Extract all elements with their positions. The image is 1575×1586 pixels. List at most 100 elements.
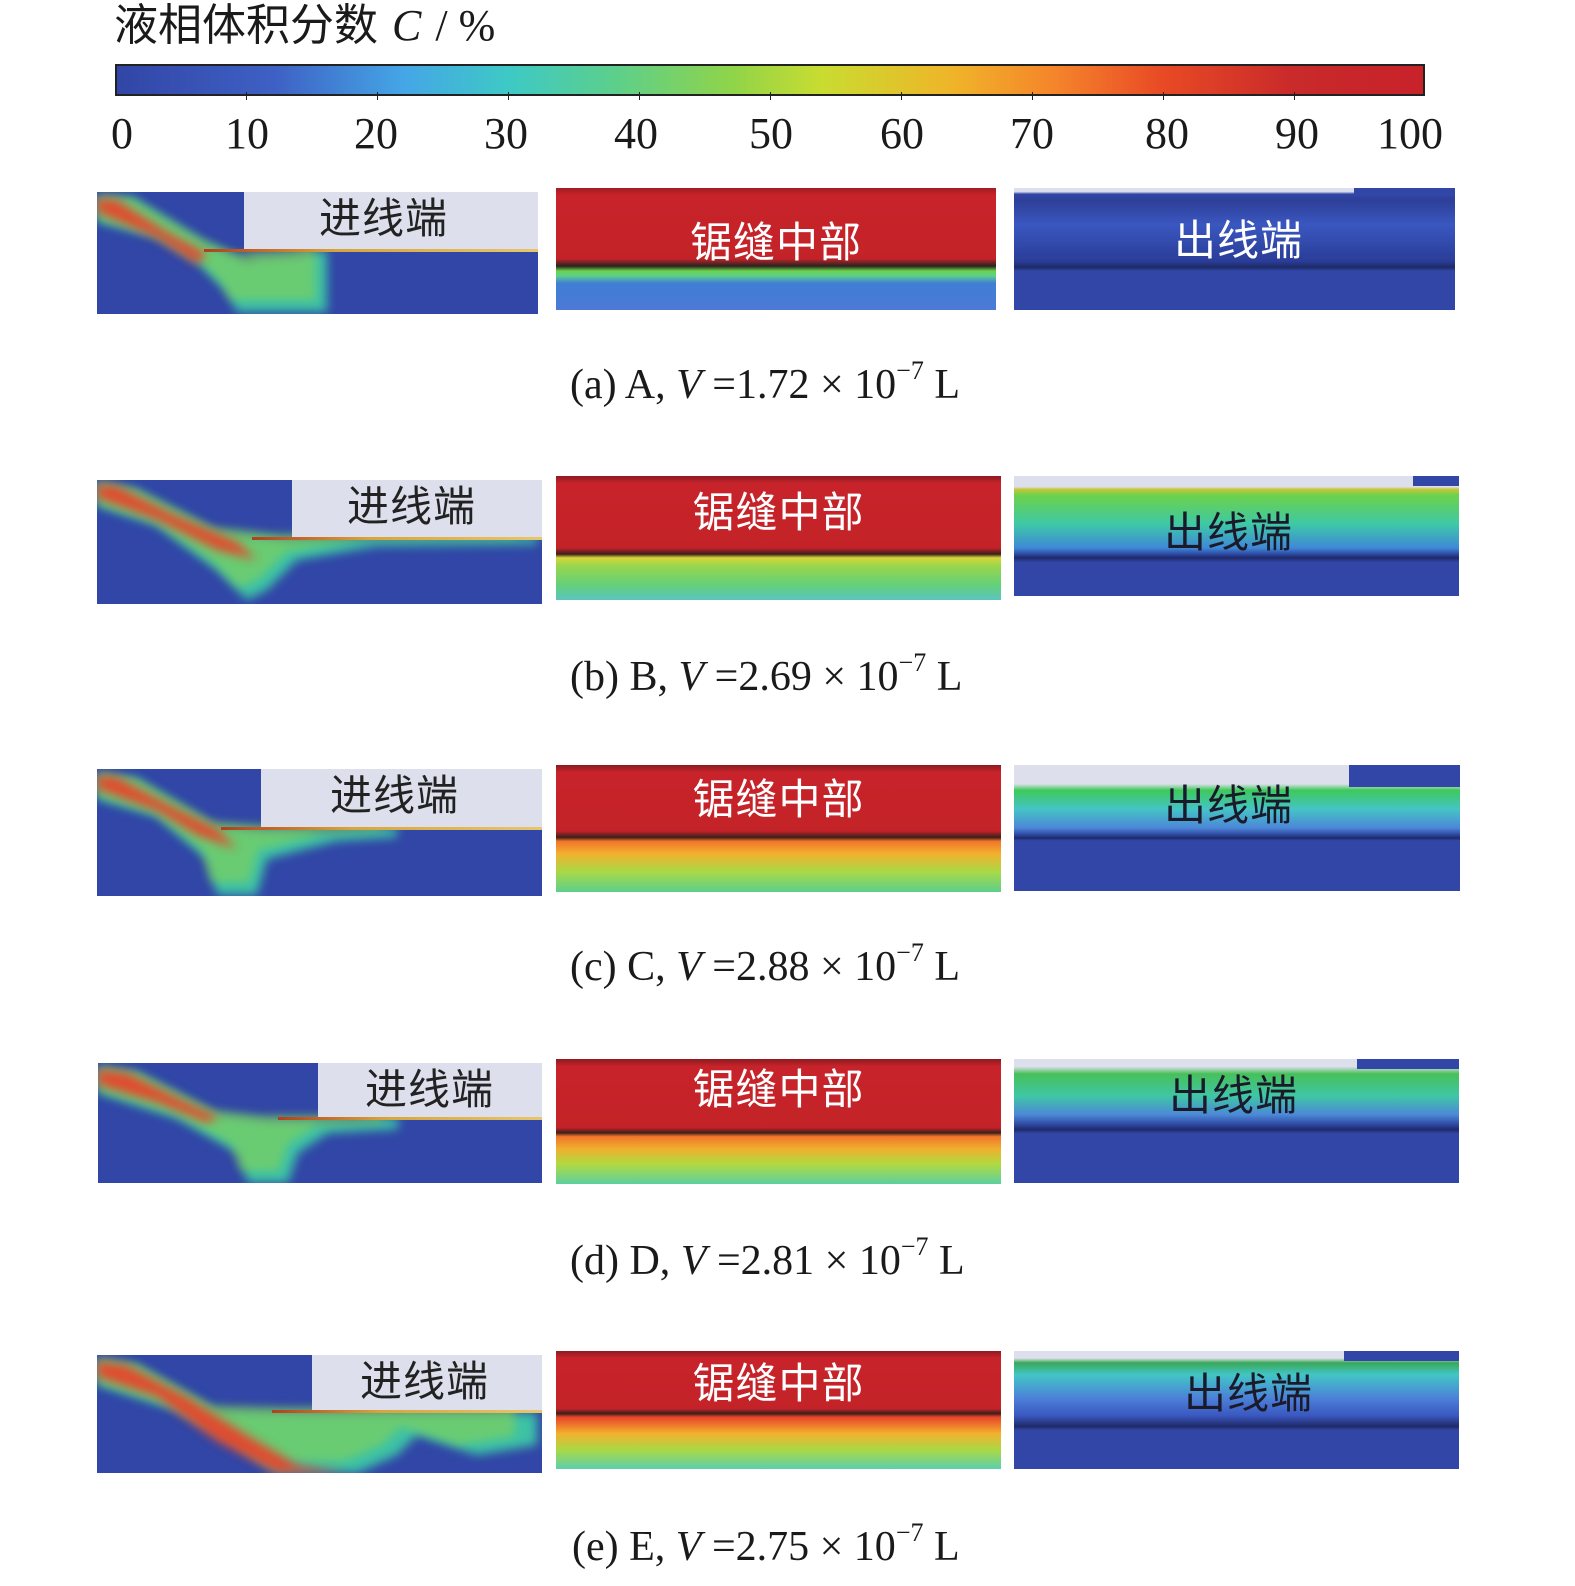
mid-kerf-label: 锯缝中部 — [692, 1065, 865, 1114]
inlet-contour-panel: 进线端 — [97, 192, 538, 314]
inlet-contour-panel: 进线端 — [97, 480, 542, 604]
inlet-wire-region — [244, 192, 538, 249]
outlet-contour-panel: 出线端 — [1014, 1351, 1459, 1469]
caption-value: =2.69 × 10 — [704, 654, 899, 700]
inlet-label: 进线端 — [360, 1357, 490, 1406]
subfigure-caption: (e) E, V =2.75 × 10−7 L — [572, 1512, 960, 1572]
caption-variable: V — [680, 1238, 707, 1284]
colorbar-tick — [1163, 92, 1164, 100]
outlet-contour-panel: 出线端 — [1014, 1059, 1459, 1183]
outlet-label: 出线端 — [1169, 1071, 1299, 1120]
colorbar-tick — [639, 92, 640, 100]
caption-value: =1.72 × 10 — [701, 362, 897, 408]
inlet-interface-line — [278, 1117, 542, 1120]
caption-variable: V — [676, 944, 702, 990]
caption-unit: L — [923, 1524, 960, 1570]
inlet-wire-region — [312, 1355, 542, 1410]
caption-prefix: (b) B, — [570, 654, 668, 700]
inlet-contour-panel: 进线端 — [97, 1355, 542, 1473]
outlet-label: 出线端 — [1164, 781, 1294, 830]
caption-unit: L — [923, 362, 960, 408]
mid-kerf-contour-panel: 锯缝中部 — [556, 1059, 1001, 1184]
caption-prefix: (d) D, — [570, 1238, 671, 1284]
colorbar-tick-label: 80 — [1145, 109, 1189, 158]
colorbar-tick-label: 20 — [354, 109, 398, 158]
inlet-wire-region — [292, 480, 542, 537]
colorbar-tick-label: 50 — [749, 109, 793, 158]
caption-exponent: −7 — [900, 1232, 929, 1261]
mid-kerf-label: 锯缝中部 — [689, 218, 862, 267]
colorbar-tick — [901, 92, 902, 100]
outlet-contour-panel: 出线端 — [1014, 476, 1459, 596]
caption-value: =2.75 × 10 — [701, 1524, 896, 1570]
inlet-wire-region — [318, 1063, 542, 1117]
outlet-label: 出线端 — [1184, 1369, 1314, 1418]
colorbar-tick-label: 30 — [484, 109, 528, 158]
colorbar-tick — [377, 92, 378, 100]
colorbar-tick — [246, 92, 247, 100]
inlet-interface-line — [221, 827, 542, 830]
subfigure-caption: (b) B, V =2.69 × 10−7 L — [570, 642, 962, 702]
subfigure-caption: (c) C, V =2.88 × 10−7 L — [570, 932, 960, 992]
mid-kerf-label: 锯缝中部 — [692, 775, 865, 824]
colorbar-tick-label: 10 — [225, 109, 269, 158]
colorbar-tick-label: 60 — [880, 109, 924, 158]
inlet-interface-line — [204, 249, 538, 252]
caption-exponent: −7 — [896, 938, 924, 967]
caption-exponent: −7 — [895, 1518, 924, 1547]
inlet-interface-line — [252, 537, 542, 540]
inlet-wire-region — [261, 769, 542, 827]
caption-unit: L — [926, 654, 963, 700]
caption-exponent: −7 — [898, 648, 927, 677]
mid-kerf-label: 锯缝中部 — [692, 1359, 865, 1408]
inlet-label: 进线端 — [365, 1065, 495, 1114]
colorbar-tick — [508, 92, 509, 100]
inlet-label: 进线端 — [330, 771, 460, 820]
mid-kerf-contour-panel: 锯缝中部 — [556, 1351, 1001, 1469]
outlet-corner-region — [1344, 1351, 1459, 1361]
colorbar-tick-label: 90 — [1275, 109, 1319, 158]
colorbar-tick-label: 70 — [1010, 109, 1054, 158]
colorbar-tick-label: 0 — [111, 109, 133, 158]
inlet-plume — [97, 195, 327, 312]
outlet-label: 出线端 — [1174, 216, 1304, 265]
mid-kerf-contour-panel: 锯缝中部 — [556, 476, 1001, 600]
mid-kerf-contour-panel: 锯缝中部 — [556, 188, 996, 310]
outlet-corner-region — [1354, 188, 1455, 196]
caption-prefix: (c) C, — [570, 944, 666, 990]
inlet-plume — [98, 1066, 398, 1183]
colorbar-tick-label: 100 — [1377, 109, 1443, 158]
outlet-corner-region — [1349, 765, 1460, 787]
subfigure-caption: (a) A, V =1.72 × 10−7 L — [570, 350, 960, 410]
inlet-label: 进线端 — [319, 194, 449, 243]
colorbar-unit: / % — [435, 1, 496, 50]
caption-prefix: (a) A, — [570, 362, 666, 408]
colorbar-symbol: C — [392, 1, 422, 50]
caption-unit: L — [923, 944, 960, 990]
outlet-label: 出线端 — [1164, 508, 1294, 557]
colorbar-tick — [1032, 92, 1033, 100]
colorbar-title: 液相体积分数 C / % — [114, 0, 495, 52]
inlet-contour-panel: 进线端 — [98, 1063, 542, 1183]
outlet-contour-panel: 出线端 — [1014, 188, 1455, 310]
caption-prefix: (e) E, — [572, 1524, 666, 1570]
caption-value: =2.88 × 10 — [701, 944, 897, 990]
caption-exponent: −7 — [896, 356, 924, 385]
subfigure-caption: (d) D, V =2.81 × 10−7 L — [570, 1226, 965, 1286]
caption-variable: V — [678, 654, 705, 700]
caption-value: =2.81 × 10 — [706, 1238, 901, 1284]
caption-variable: V — [675, 1524, 702, 1570]
inlet-interface-line — [272, 1410, 542, 1413]
inlet-contour-panel: 进线端 — [97, 769, 542, 896]
outlet-contour-panel: 出线端 — [1014, 765, 1460, 891]
mid-kerf-label: 锯缝中部 — [692, 488, 865, 537]
outlet-corner-region — [1413, 476, 1459, 486]
caption-unit: L — [928, 1238, 965, 1284]
colorbar-tick-label: 40 — [614, 109, 658, 158]
outlet-corner-region — [1357, 1059, 1459, 1069]
colorbar-tick — [1294, 92, 1295, 100]
mid-kerf-contour-panel: 锯缝中部 — [556, 765, 1001, 892]
inlet-label: 进线端 — [347, 482, 477, 531]
colorbar-title-cn: 液相体积分数 — [114, 0, 378, 51]
colorbar-tick — [770, 92, 771, 100]
